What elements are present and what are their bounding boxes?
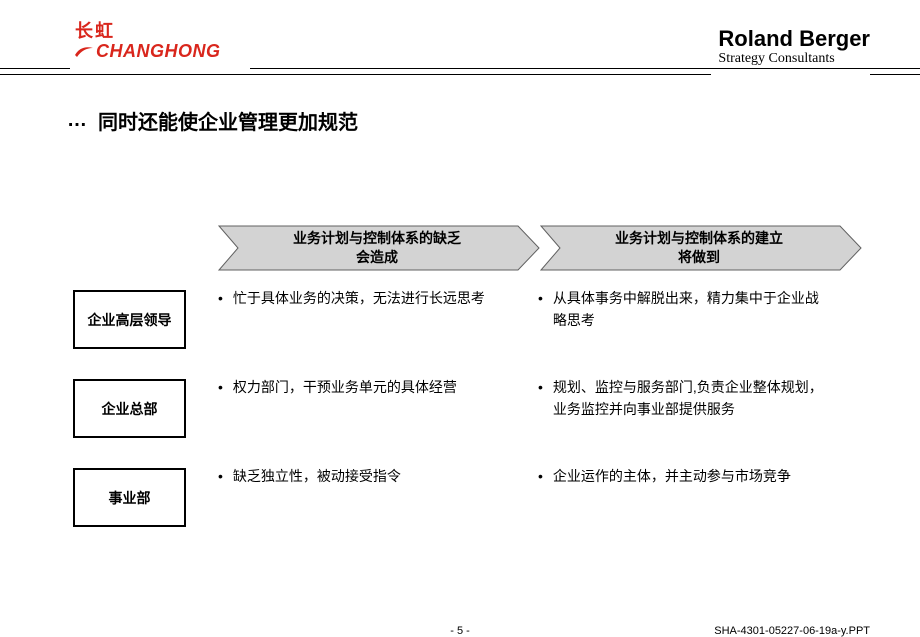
arrow-right-label: 业务计划与控制体系的建立 将做到 (540, 229, 862, 267)
cell-0-right-text: 从具体事务中解脱出来，精力集中于企业战略思考 (553, 288, 828, 331)
swoosh-icon (75, 42, 93, 60)
slide-header: 长虹 CHANGHONG Roland Berger Strategy Cons… (0, 0, 920, 70)
header-rule-right-2 (870, 74, 920, 75)
cell-0-left: 忙于具体业务的决策，无法进行长远思考 (218, 288, 538, 377)
cell-2-right-text: 企业运作的主体，并主动参与市场竞争 (553, 466, 828, 488)
cell-0-left-text: 忙于具体业务的决策，无法进行长远思考 (233, 288, 508, 310)
slide-title: … 同时还能使企业管理更加规范 (67, 106, 358, 135)
roland-berger-logo: Roland Berger Strategy Consultants (718, 28, 870, 66)
column-header-arrows: 业务计划与控制体系的缺乏 会造成 业务计划与控制体系的建立 将做到 (218, 225, 862, 271)
cell-2-left: 缺乏独立性，被动接受指令 (218, 466, 538, 555)
arrow-left: 业务计划与控制体系的缺乏 会造成 (218, 225, 540, 271)
arrow-left-label: 业务计划与控制体系的缺乏 会造成 (218, 229, 540, 267)
cell-1-left-text: 权力部门，干预业务单元的具体经营 (233, 377, 508, 399)
content-grid: 忙于具体业务的决策，无法进行长远思考 从具体事务中解脱出来，精力集中于企业战略思… (218, 288, 858, 555)
roland-berger-name: Roland Berger (718, 28, 870, 50)
content-row-0: 忙于具体业务的决策，无法进行长远思考 从具体事务中解脱出来，精力集中于企业战略思… (218, 288, 858, 377)
changhong-logo-cn: 长虹 (75, 22, 221, 40)
row-label-0: 企业高层领导 (73, 290, 186, 349)
title-text: 同时还能使企业管理更加规范 (98, 106, 358, 135)
arrow-right: 业务计划与控制体系的建立 将做到 (540, 225, 862, 271)
page-number: - 5 - (450, 625, 470, 637)
title-prefix: … (67, 109, 88, 132)
arrow-left-line2: 会造成 (356, 249, 398, 265)
changhong-logo-en: CHANGHONG (75, 42, 221, 60)
arrow-right-line1: 业务计划与控制体系的建立 (615, 230, 783, 246)
content-row-1: 权力部门，干预业务单元的具体经营 规划、监控与服务部门,负责企业整体规划，业务监… (218, 377, 858, 466)
header-rule-left (0, 68, 70, 69)
document-id: SHA-4301-05227-06-19a-y.PPT (714, 625, 870, 637)
arrow-right-line2: 将做到 (678, 249, 720, 265)
header-rule-right (250, 68, 920, 69)
changhong-logo: 长虹 CHANGHONG (75, 22, 221, 60)
row-label-1: 企业总部 (73, 379, 186, 438)
changhong-logo-en-text: CHANGHONG (96, 42, 221, 60)
row-labels: 企业高层领导 企业总部 事业部 (73, 290, 186, 557)
row-label-2: 事业部 (73, 468, 186, 527)
cell-1-left: 权力部门，干预业务单元的具体经营 (218, 377, 538, 466)
cell-2-right: 企业运作的主体，并主动参与市场竞争 (538, 466, 858, 555)
cell-0-right: 从具体事务中解脱出来，精力集中于企业战略思考 (538, 288, 858, 377)
header-rule-left-2 (0, 74, 711, 75)
cell-2-left-text: 缺乏独立性，被动接受指令 (233, 466, 508, 488)
content-row-2: 缺乏独立性，被动接受指令 企业运作的主体，并主动参与市场竞争 (218, 466, 858, 555)
cell-1-right: 规划、监控与服务部门,负责企业整体规划，业务监控并向事业部提供服务 (538, 377, 858, 466)
arrow-left-line1: 业务计划与控制体系的缺乏 (293, 230, 461, 246)
roland-berger-tagline: Strategy Consultants (718, 52, 870, 66)
cell-1-right-text: 规划、监控与服务部门,负责企业整体规划，业务监控并向事业部提供服务 (553, 377, 828, 420)
